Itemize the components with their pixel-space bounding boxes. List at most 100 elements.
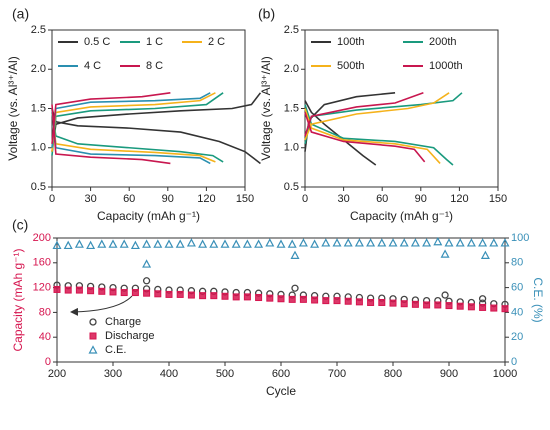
marker [501, 305, 509, 313]
marker [355, 298, 363, 306]
x-tick-label: 0 [49, 193, 55, 205]
marker [64, 286, 72, 294]
marker [400, 300, 408, 308]
y-axis-label: Capacity (mAh g⁻¹) [11, 248, 25, 351]
marker [142, 259, 152, 268]
marker [242, 239, 252, 248]
x-tick-label: 600 [272, 368, 290, 380]
x-tick-label: 150 [489, 193, 507, 205]
marker [243, 293, 251, 301]
marker [98, 287, 106, 295]
legend-marker [89, 332, 97, 340]
marker [199, 292, 207, 300]
marker [109, 288, 117, 296]
marker [276, 239, 286, 248]
marker [366, 238, 376, 247]
y2-tick-label: 0 [511, 356, 517, 368]
x-tick-label: 900 [440, 368, 458, 380]
marker [344, 297, 352, 305]
marker [255, 294, 263, 302]
y2-tick-label: 20 [511, 331, 523, 343]
marker [422, 238, 432, 247]
marker [489, 238, 499, 247]
marker [299, 295, 307, 303]
marker [445, 302, 453, 310]
y-tick-label: 2.0 [31, 63, 46, 75]
arrow [70, 295, 133, 316]
marker [231, 239, 241, 248]
marker [480, 250, 490, 259]
x-tick-label: 300 [104, 368, 122, 380]
marker [108, 239, 118, 248]
marker [153, 239, 163, 248]
marker [165, 290, 173, 298]
x-tick-label: 90 [162, 193, 174, 205]
marker [53, 285, 61, 293]
y-tick-label: 160 [33, 257, 51, 269]
y-tick-label: 1.5 [31, 102, 46, 114]
y-tick-label: 1.0 [31, 142, 46, 154]
y2-axis-label: C.E. (%) [531, 277, 545, 322]
legend-label: Discharge [105, 330, 155, 342]
y2-tick-label: 80 [511, 257, 523, 269]
marker [97, 239, 107, 248]
y-axis-label: Voltage (vs. Al³⁺/Al) [259, 56, 273, 160]
marker [75, 286, 83, 294]
legend-marker [88, 345, 98, 354]
y-tick-label: 2.5 [31, 24, 46, 36]
marker [310, 239, 320, 248]
marker [288, 295, 296, 303]
marker [287, 239, 297, 248]
y-tick-label: 0 [45, 356, 51, 368]
marker [175, 239, 185, 248]
marker [187, 291, 195, 299]
x-tick-label: 700 [328, 368, 346, 380]
curve [51, 92, 171, 165]
y-tick-label: 1.0 [284, 142, 299, 154]
marker [290, 250, 300, 259]
y-tick-label: 2.0 [284, 63, 299, 75]
marker [142, 239, 152, 248]
x-tick-label: 200 [48, 368, 66, 380]
marker [86, 240, 96, 250]
panel-label: (c) [12, 217, 28, 233]
x-tick-label: 30 [84, 193, 96, 205]
marker [298, 238, 308, 247]
marker [399, 238, 409, 247]
legend-label: 1000th [429, 60, 463, 72]
marker [423, 301, 431, 309]
marker [322, 297, 330, 305]
legend-marker [89, 318, 97, 326]
x-axis-label: Cycle [266, 384, 296, 398]
x-axis-label: Capacity (mAh g⁻¹) [97, 209, 200, 223]
y-axis-label: Voltage (vs. Al³⁺/Al) [6, 56, 20, 160]
legend-label: 500th [337, 60, 365, 72]
y-tick-label: 0.5 [284, 181, 299, 193]
curve [51, 92, 262, 165]
plot-frame [56, 237, 506, 363]
legend-label: 8 C [146, 60, 163, 72]
marker [130, 240, 140, 250]
marker [52, 240, 62, 250]
marker [354, 238, 364, 247]
marker [332, 238, 342, 247]
x-tick-label: 500 [216, 368, 234, 380]
y-tick-label: 40 [39, 331, 51, 343]
marker [377, 238, 387, 247]
legend-label: 1 C [146, 36, 163, 48]
x-tick-label: 120 [197, 193, 215, 205]
y-tick-label: 80 [39, 306, 51, 318]
x-tick-label: 90 [415, 193, 427, 205]
marker [500, 238, 510, 247]
marker [131, 289, 139, 297]
legend-label: C.E. [105, 344, 126, 356]
marker [120, 289, 128, 297]
y2-tick-label: 60 [511, 282, 523, 294]
marker [63, 240, 73, 250]
marker [389, 299, 397, 307]
marker [467, 303, 475, 311]
marker [154, 290, 162, 298]
y-tick-label: 120 [33, 282, 51, 294]
legend-label: 200th [429, 36, 457, 48]
panel-label: (b) [258, 6, 275, 22]
